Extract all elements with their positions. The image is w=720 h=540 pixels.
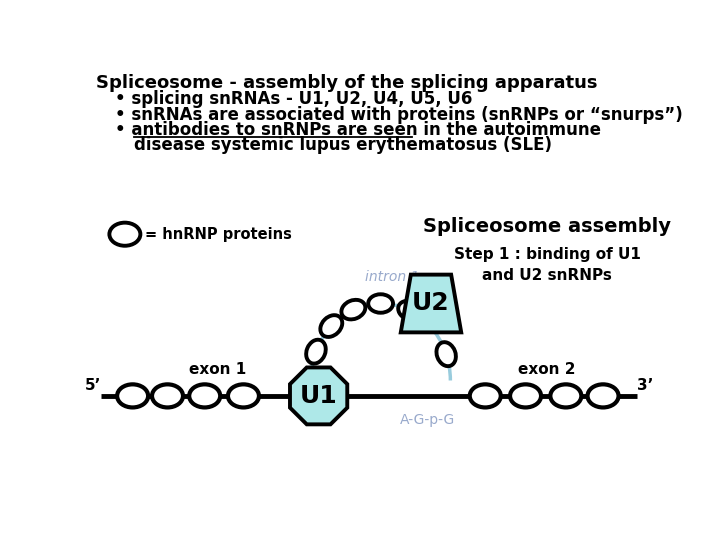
Text: exon 1: exon 1 <box>189 362 246 377</box>
Ellipse shape <box>306 340 325 363</box>
Text: disease systemic lupus erythematosus (SLE): disease systemic lupus erythematosus (SL… <box>134 137 552 154</box>
Text: exon 2: exon 2 <box>518 362 576 377</box>
Text: U1: U1 <box>300 384 338 408</box>
Ellipse shape <box>436 342 456 366</box>
Ellipse shape <box>117 384 148 408</box>
Text: • antibodies to snRNPs are seen in the autoimmune: • antibodies to snRNPs are seen in the a… <box>114 121 600 139</box>
Text: • snRNAs are associated with proteins (snRNPs or “snurps”): • snRNAs are associated with proteins (s… <box>114 106 683 124</box>
Text: = hnRNP proteins: = hnRNP proteins <box>145 227 292 242</box>
Ellipse shape <box>368 294 393 313</box>
Text: Spliceosome - assembly of the splicing apparatus: Spliceosome - assembly of the splicing a… <box>96 74 598 92</box>
Text: U2: U2 <box>412 292 450 315</box>
Ellipse shape <box>320 315 342 337</box>
Ellipse shape <box>189 384 220 408</box>
Text: intron 1: intron 1 <box>365 269 420 284</box>
Ellipse shape <box>109 222 140 246</box>
Text: Spliceosome assembly: Spliceosome assembly <box>423 217 671 236</box>
Ellipse shape <box>550 384 581 408</box>
Text: • splicing snRNAs - U1, U2, U4, U5, U6: • splicing snRNAs - U1, U2, U4, U5, U6 <box>114 90 472 108</box>
Ellipse shape <box>398 301 422 321</box>
Text: A-G-p-G: A-G-p-G <box>400 413 455 427</box>
Ellipse shape <box>588 384 618 408</box>
Text: 3’: 3’ <box>637 378 654 393</box>
Polygon shape <box>290 367 347 424</box>
Text: 5’: 5’ <box>84 378 101 393</box>
Ellipse shape <box>152 384 183 408</box>
Text: Step 1 : binding of U1
and U2 snRNPs: Step 1 : binding of U1 and U2 snRNPs <box>454 247 641 283</box>
Ellipse shape <box>228 384 259 408</box>
Ellipse shape <box>510 384 541 408</box>
Polygon shape <box>401 275 462 333</box>
Ellipse shape <box>341 300 365 319</box>
Ellipse shape <box>469 384 500 408</box>
